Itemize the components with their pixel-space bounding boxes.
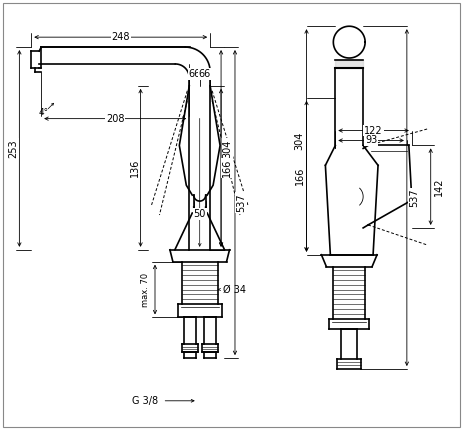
Text: 4°: 4° (38, 108, 48, 117)
Text: 253: 253 (8, 139, 19, 158)
Text: 166: 166 (294, 167, 305, 185)
Text: 122: 122 (364, 126, 383, 135)
Text: max. 70: max. 70 (141, 273, 150, 307)
Text: 248: 248 (112, 32, 130, 42)
Text: 142: 142 (434, 178, 444, 196)
Text: Ø 34: Ø 34 (223, 285, 245, 295)
Text: 537: 537 (409, 188, 419, 207)
Text: 93: 93 (365, 135, 377, 145)
Text: 537: 537 (236, 193, 246, 212)
Text: 304: 304 (222, 139, 232, 158)
Text: 136: 136 (130, 159, 140, 177)
Text: G 3/8: G 3/8 (132, 396, 158, 406)
Text: 66: 66 (199, 69, 211, 79)
Text: 50: 50 (194, 209, 206, 219)
Text: 166: 166 (222, 159, 232, 177)
Text: 304: 304 (294, 131, 305, 150)
Text: 208: 208 (106, 114, 125, 124)
Text: 66: 66 (188, 69, 200, 79)
